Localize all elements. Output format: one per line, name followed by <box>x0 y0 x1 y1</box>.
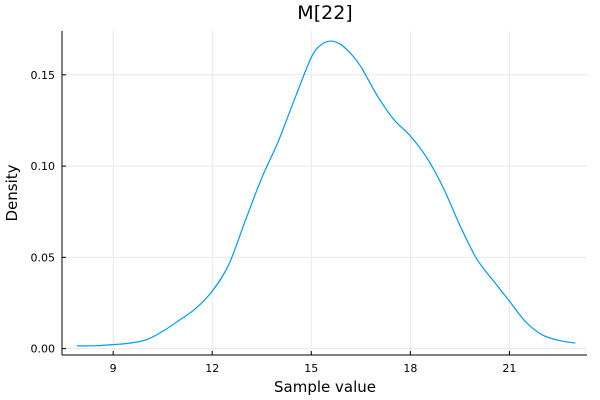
density-line <box>76 40 576 347</box>
x-axis-label: Sample value <box>274 378 376 396</box>
x-axis-ticks: 9 12 15 18 21 <box>110 351 516 375</box>
chart-title: M[22] <box>297 2 352 24</box>
x-tick-label: 15 <box>304 362 318 375</box>
y-tick-label: 0.10 <box>31 160 56 173</box>
y-tick-label: 0.15 <box>31 69 56 82</box>
x-tick-label: 18 <box>403 362 417 375</box>
x-tick-label: 21 <box>502 362 516 375</box>
y-axis-ticks: 0.00 0.05 0.10 0.15 <box>31 69 66 356</box>
x-tick-label: 9 <box>110 362 117 375</box>
y-axis-label: Density <box>3 164 21 221</box>
x-tick-label: 12 <box>205 362 219 375</box>
y-tick-label: 0.05 <box>31 251 56 264</box>
y-tick-label: 0.00 <box>31 343 56 356</box>
grid-lines <box>62 31 587 355</box>
